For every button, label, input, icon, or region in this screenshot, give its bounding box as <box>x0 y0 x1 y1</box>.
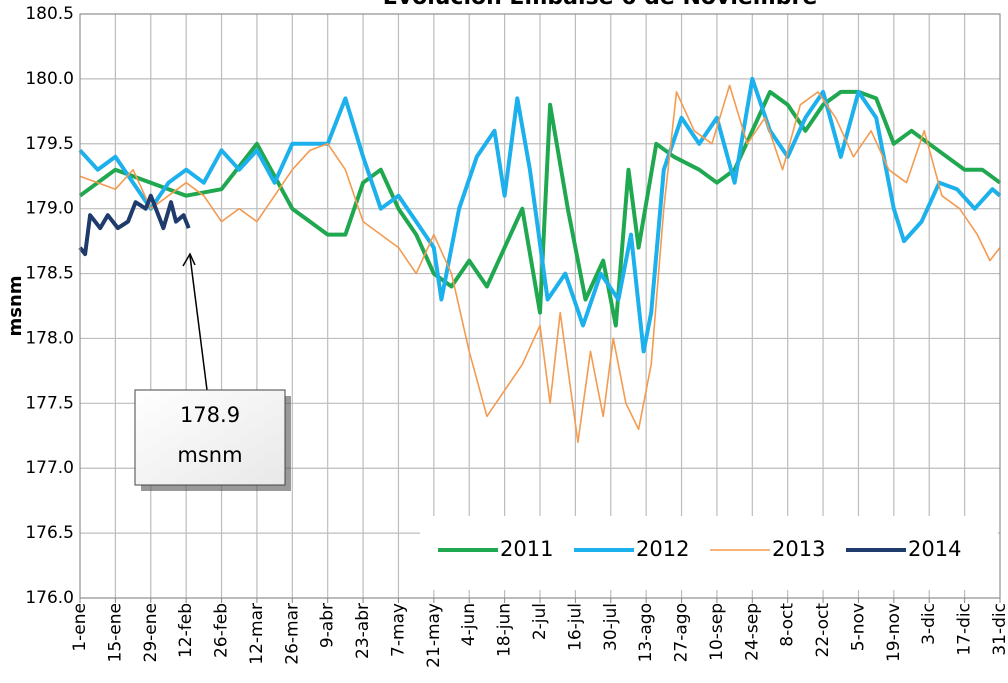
x-tick-label: 3-dic <box>919 603 939 645</box>
y-tick-label: 179.0 <box>25 199 74 219</box>
x-tick-label: 18-jun <box>495 603 515 657</box>
x-tick-label: 4-jun <box>459 603 479 646</box>
y-tick-label: 176.5 <box>25 523 74 543</box>
y-tick-label: 178.5 <box>25 264 74 284</box>
annotation-box <box>134 389 286 486</box>
x-tick-label: 16-jul <box>565 603 585 651</box>
x-tick-label: 31-dic <box>990 603 1008 656</box>
y-axis-label: msnm <box>5 275 26 336</box>
y-tick-label: 180.0 <box>25 69 74 89</box>
x-tick-label: 24-sep <box>742 603 762 661</box>
annotation-arrow <box>189 255 208 391</box>
x-tick-label: 29-ene <box>141 603 161 662</box>
chart-title: Evolución Embalse 6 de Noviembre <box>383 0 818 10</box>
x-tick-label: 19-nov <box>884 603 904 662</box>
legend-label: 2012 <box>636 537 689 561</box>
series-line <box>78 76 1002 354</box>
series-line <box>78 89 1002 328</box>
series-line <box>78 193 191 257</box>
x-tick-label: 13-ago <box>636 603 656 662</box>
x-tick-label: 7-may <box>388 603 408 657</box>
x-tick-label: 23-abr <box>353 603 373 659</box>
x-tick-label: 26-feb <box>212 603 232 658</box>
legend-label: 2014 <box>908 537 961 561</box>
x-tick-label: 8-oct <box>778 603 798 647</box>
x-tick-label: 21-may <box>424 603 444 668</box>
legend-label: 2013 <box>772 537 825 561</box>
series-line <box>79 84 1001 444</box>
x-tick-label: 17-dic <box>955 603 975 656</box>
x-tick-label: 1-ene <box>70 603 90 652</box>
y-tick-label: 177.5 <box>25 393 74 413</box>
plot-frame <box>79 13 1001 599</box>
y-tick-label: 177.0 <box>25 458 74 478</box>
legend-label: 2011 <box>500 537 553 561</box>
legend <box>420 516 998 590</box>
x-tick-label: 30-jul <box>601 603 621 651</box>
x-tick-label: 27-ago <box>672 603 692 662</box>
x-tick-label: 12-mar <box>247 603 267 665</box>
x-tick-label: 15-ene <box>105 603 125 662</box>
y-tick-label: 179.5 <box>25 134 74 154</box>
y-tick-label: 178.0 <box>25 328 74 348</box>
annotation-line: 178.9 <box>180 403 240 427</box>
x-tick-label: 9-abr <box>318 603 338 648</box>
x-tick-label: 2-jul <box>530 603 550 640</box>
x-tick-label: 26-mar <box>282 603 302 665</box>
x-tick-label: 22-oct <box>813 603 833 658</box>
x-tick-label: 5-nov <box>848 603 868 651</box>
y-tick-label: 180.5 <box>25 4 74 24</box>
x-tick-label: 12-feb <box>176 603 196 658</box>
annotation-line: msnm <box>177 443 242 467</box>
x-tick-label: 10-sep <box>707 603 727 661</box>
arrow-head <box>182 252 196 267</box>
y-tick-label: 176.0 <box>25 588 74 608</box>
